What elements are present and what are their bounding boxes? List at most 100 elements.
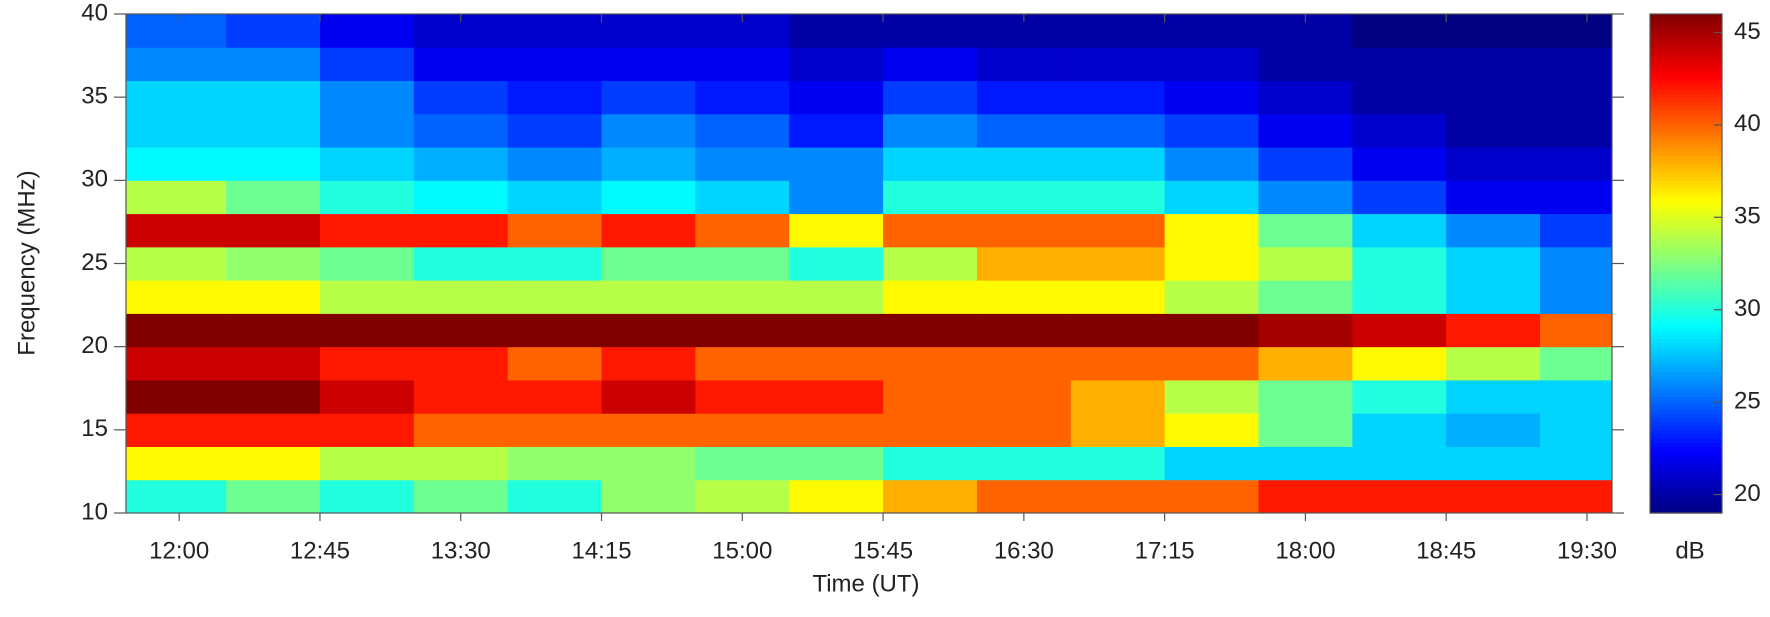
heatmap-cell bbox=[126, 479, 227, 514]
heatmap-cell bbox=[695, 446, 790, 481]
heatmap-cell bbox=[883, 47, 978, 82]
heatmap-cell bbox=[976, 213, 1072, 248]
colorbar-step bbox=[1650, 409, 1722, 414]
heatmap-cell bbox=[976, 313, 1072, 348]
colorbar-step bbox=[1650, 471, 1722, 477]
heatmap-cell bbox=[883, 446, 978, 481]
colorbar-tick-label: 45 bbox=[1734, 18, 1761, 45]
heatmap-cell bbox=[789, 246, 884, 281]
colorbar-step bbox=[1650, 363, 1722, 369]
colorbar-step bbox=[1650, 14, 1722, 19]
colorbar-step bbox=[1650, 313, 1722, 319]
heatmap-cell bbox=[1258, 280, 1353, 314]
heatmap-cell bbox=[695, 313, 790, 348]
colorbar-step bbox=[1650, 88, 1722, 94]
heatmap-cell bbox=[413, 47, 509, 82]
colorbar-step bbox=[1650, 309, 1722, 314]
heatmap-cell bbox=[1540, 213, 1613, 248]
heatmap-cell bbox=[695, 479, 790, 514]
colorbar-step bbox=[1650, 34, 1722, 40]
heatmap-cell bbox=[507, 413, 603, 447]
y-tick-label: 25 bbox=[81, 249, 108, 276]
colorbar-step bbox=[1650, 305, 1722, 310]
heatmap-cell bbox=[976, 113, 1072, 148]
colorbar-step bbox=[1650, 246, 1722, 252]
heatmap-cell bbox=[413, 246, 509, 281]
heatmap-cell bbox=[789, 14, 884, 48]
heatmap-cell bbox=[319, 280, 415, 314]
heatmap-cell bbox=[1164, 246, 1259, 281]
heatmap-cell bbox=[507, 479, 603, 514]
heatmap-cell bbox=[1446, 80, 1541, 115]
heatmap-cell bbox=[319, 479, 415, 514]
heatmap-cell bbox=[126, 47, 227, 82]
colorbar-step bbox=[1650, 93, 1722, 98]
heatmap-cell bbox=[1164, 213, 1259, 248]
heatmap-cell bbox=[789, 180, 884, 215]
heatmap-cell bbox=[226, 346, 321, 381]
colorbar-step bbox=[1650, 280, 1722, 285]
heatmap-cell bbox=[1446, 213, 1541, 248]
heatmap-cell bbox=[1540, 113, 1613, 148]
heatmap-cell bbox=[1070, 180, 1166, 215]
heatmap-cell bbox=[1164, 379, 1259, 414]
heatmap-cell bbox=[507, 379, 603, 414]
heatmap-cell bbox=[883, 379, 978, 414]
heatmap-cell bbox=[601, 246, 696, 281]
heatmap-cell bbox=[319, 147, 415, 181]
heatmap-cell bbox=[1070, 213, 1166, 248]
heatmap-cell bbox=[976, 47, 1072, 82]
heatmap-cell bbox=[1540, 14, 1613, 48]
heatmap-cell bbox=[126, 313, 227, 348]
heatmap-cell bbox=[976, 180, 1072, 215]
heatmap-cell bbox=[1070, 80, 1166, 115]
heatmap-cell bbox=[1352, 413, 1447, 447]
heatmap-cell bbox=[883, 180, 978, 215]
colorbar-step bbox=[1650, 213, 1722, 219]
colorbar-step bbox=[1650, 209, 1722, 215]
colorbar-step bbox=[1650, 342, 1722, 348]
heatmap-cell bbox=[601, 346, 696, 381]
heatmap-cell bbox=[1070, 47, 1166, 82]
colorbar-step bbox=[1650, 504, 1722, 510]
colorbar-step bbox=[1650, 155, 1722, 161]
colorbar-step bbox=[1650, 488, 1722, 493]
heatmap-cell bbox=[1258, 379, 1353, 414]
colorbar-tick-label: 20 bbox=[1734, 480, 1761, 507]
heatmap-cell bbox=[226, 213, 321, 248]
heatmap-cell bbox=[126, 213, 227, 248]
colorbar-step bbox=[1650, 30, 1722, 36]
heatmap-cell bbox=[789, 213, 884, 248]
heatmap-cell bbox=[507, 346, 603, 381]
colorbar-step bbox=[1650, 500, 1722, 506]
heatmap-cell bbox=[1446, 180, 1541, 215]
colorbar-frame bbox=[1649, 13, 1723, 514]
heatmap-cell bbox=[319, 180, 415, 215]
colorbar-step bbox=[1650, 388, 1722, 394]
colorbar-step bbox=[1650, 18, 1722, 23]
heatmap-cell bbox=[226, 280, 321, 314]
colorbar-step bbox=[1650, 242, 1722, 248]
colorbar-step bbox=[1650, 234, 1722, 240]
heatmap-cell bbox=[789, 280, 884, 314]
x-axis-label: Time (UT) bbox=[812, 570, 919, 597]
heatmap-cell bbox=[507, 47, 603, 82]
colorbar-step bbox=[1650, 188, 1722, 194]
heatmap-cell bbox=[126, 446, 227, 481]
colorbar-step bbox=[1650, 47, 1722, 53]
colorbar-step bbox=[1650, 105, 1722, 111]
heatmap-cell bbox=[1164, 446, 1259, 481]
heatmap-cell bbox=[1540, 446, 1613, 481]
heatmap-cell bbox=[1352, 446, 1447, 481]
colorbar-step bbox=[1650, 379, 1722, 385]
colorbar-label: dB bbox=[1675, 537, 1704, 564]
heatmap-cell bbox=[126, 113, 227, 148]
heatmap-cell bbox=[1446, 113, 1541, 148]
colorbar-step bbox=[1650, 180, 1722, 186]
colorbar-step bbox=[1650, 251, 1722, 256]
heatmap-cell bbox=[1446, 346, 1541, 381]
colorbar-step bbox=[1650, 321, 1722, 327]
colorbar-step bbox=[1650, 450, 1722, 456]
heatmap-cell bbox=[789, 379, 884, 414]
